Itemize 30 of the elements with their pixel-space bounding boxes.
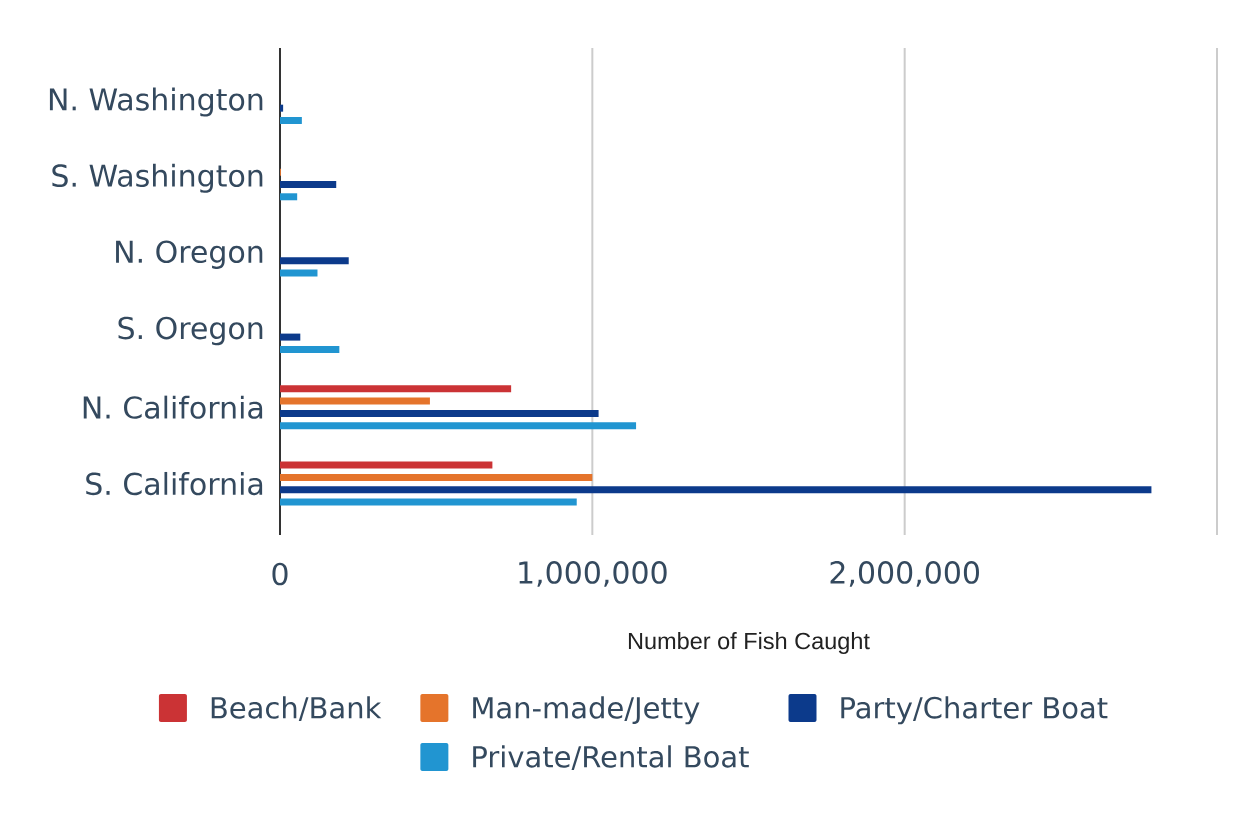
y-tick-label: N. Washington bbox=[49, 87, 263, 117]
y-tick-label: S. Washington bbox=[52, 163, 263, 193]
x-tick-label: 2,000,000 bbox=[830, 561, 979, 587]
bar bbox=[280, 385, 512, 393]
legend-label: Man-made/Jetty bbox=[473, 696, 700, 725]
x-tick-label: 1,000,000 bbox=[519, 561, 667, 587]
bar bbox=[280, 333, 301, 341]
bar bbox=[280, 345, 340, 353]
y-tick-label: S. Oregon bbox=[118, 316, 263, 346]
legend-label: Party/Charter Boat bbox=[841, 696, 1108, 725]
bar bbox=[280, 486, 1152, 494]
y-tick-label: N. California bbox=[83, 395, 263, 419]
bar bbox=[280, 473, 593, 481]
y-tick-label: S. California bbox=[86, 471, 263, 496]
bar bbox=[280, 104, 284, 112]
y-tick-label: N. Oregon bbox=[116, 240, 263, 269]
x-axis-title: Number of Fish Caught bbox=[628, 632, 870, 654]
bar bbox=[280, 461, 493, 469]
legend-label: Beach/Bank bbox=[211, 696, 382, 721]
bar bbox=[280, 269, 318, 277]
x-tick-label: 0 bbox=[272, 562, 288, 586]
bar bbox=[280, 409, 599, 417]
bar bbox=[280, 422, 637, 430]
bar bbox=[280, 397, 430, 405]
bar bbox=[280, 257, 349, 265]
bar bbox=[280, 193, 298, 201]
bar bbox=[280, 498, 577, 506]
bar bbox=[280, 116, 302, 124]
bar bbox=[280, 180, 337, 188]
legend-label: Private/Rental Boat bbox=[473, 745, 749, 770]
